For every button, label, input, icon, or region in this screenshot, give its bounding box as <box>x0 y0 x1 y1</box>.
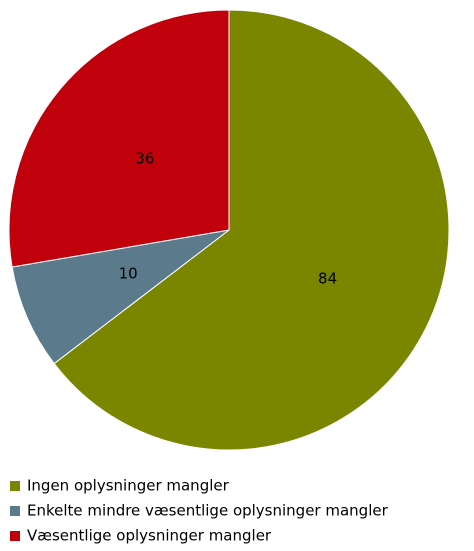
pie-slice <box>8 9 230 268</box>
legend-label: Ingen oplysninger mangler <box>27 477 230 495</box>
pie-slice <box>53 9 450 451</box>
pie-slice <box>11 229 230 365</box>
legend-swatch <box>10 531 20 541</box>
legend-swatch <box>10 506 20 516</box>
data-label: 10 <box>119 264 138 282</box>
legend-label: Væsentlige oplysninger mangler <box>27 527 272 545</box>
data-label: 84 <box>318 269 337 287</box>
data-label: 36 <box>135 150 154 168</box>
legend-label: Enkelte mindre væsentlige oplysninger ma… <box>27 502 389 520</box>
legend-swatch <box>10 481 20 491</box>
